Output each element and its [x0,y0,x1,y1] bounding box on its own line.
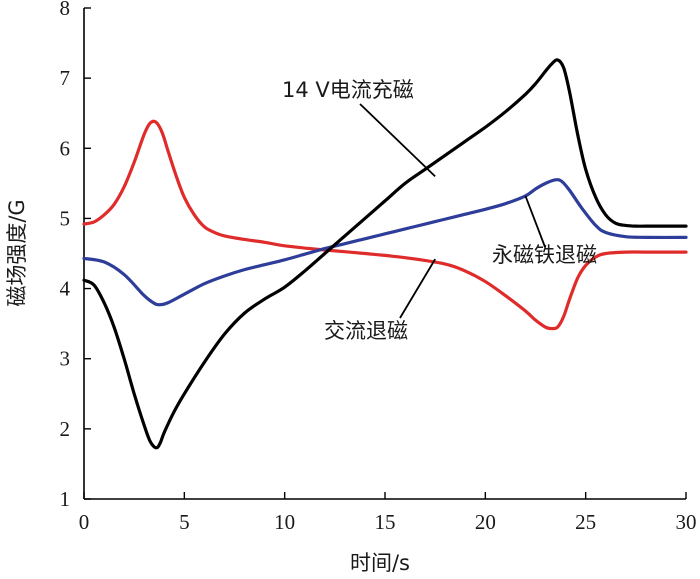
annotation-14v-charge: 14 V电流充磁 [282,78,414,102]
y-tick-label: 5 [60,206,71,230]
x-tick-label: 0 [79,510,90,534]
y-tick-label: 8 [60,0,71,20]
leader-lines [359,103,546,319]
y-tick-label: 4 [60,277,71,301]
x-tick-label: 20 [475,510,496,534]
y-ticks: 1 2 3 4 5 6 7 8 [60,0,91,511]
y-tick-label: 1 [60,487,71,511]
leader-magnet-demag [524,195,546,248]
series-layer [82,58,688,450]
x-tick-label: 10 [274,510,295,534]
annotation-ac-demag: 交流退磁 [324,319,408,343]
series-black-14v-charge [82,58,688,450]
y-tick-label: 2 [60,417,71,441]
series-blue-magnet-demag [82,178,688,307]
y-tick-label: 7 [60,66,71,90]
leader-14v-charge [359,103,436,177]
x-tick-label: 25 [575,510,596,534]
y-tick-label: 3 [60,347,71,371]
y-axis-title: 磁场强度/G [5,199,29,306]
x-tick-label: 5 [179,510,190,534]
leader-ac-demag [399,258,436,319]
x-ticks: 0 5 10 15 20 25 30 [79,492,697,534]
x-tick-label: 15 [375,510,396,534]
x-axis-title: 时间/s [350,551,410,575]
annotations: 14 V电流充磁 永磁铁退磁 交流退磁 [282,78,597,343]
x-tick-label: 30 [676,510,697,534]
y-tick-label: 6 [60,136,71,160]
